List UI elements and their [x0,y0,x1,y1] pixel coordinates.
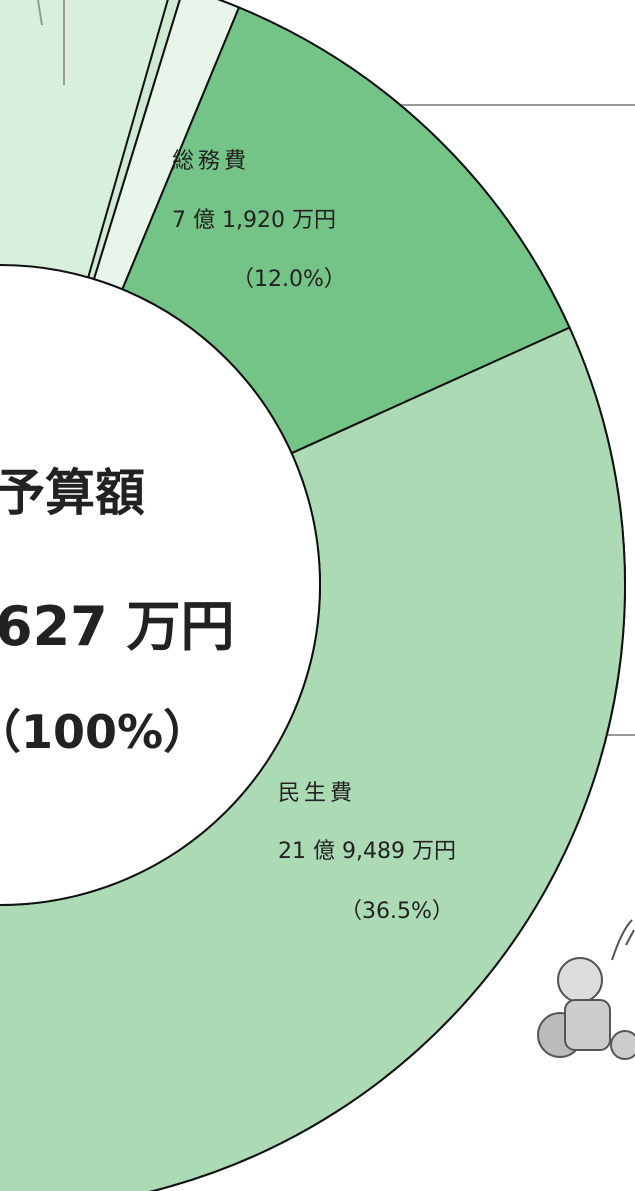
slice-label: 総務費 [172,149,250,174]
leader-line [37,0,43,26]
center-label: （100%） [0,705,209,759]
slice-amount: 7 億 1,920 万円 [172,208,336,233]
center-hole [0,264,321,906]
slice-value-label: （36.5%） [340,899,454,924]
slice-value-label: （12.0%） [232,267,346,292]
illustration [537,919,635,1060]
center-label: 予算額 [0,464,145,522]
slice-amount: 21 億 9,489 万円 [278,839,456,864]
slice-label: 民生費 [278,781,356,806]
center-label: 627 万円 [0,595,235,658]
